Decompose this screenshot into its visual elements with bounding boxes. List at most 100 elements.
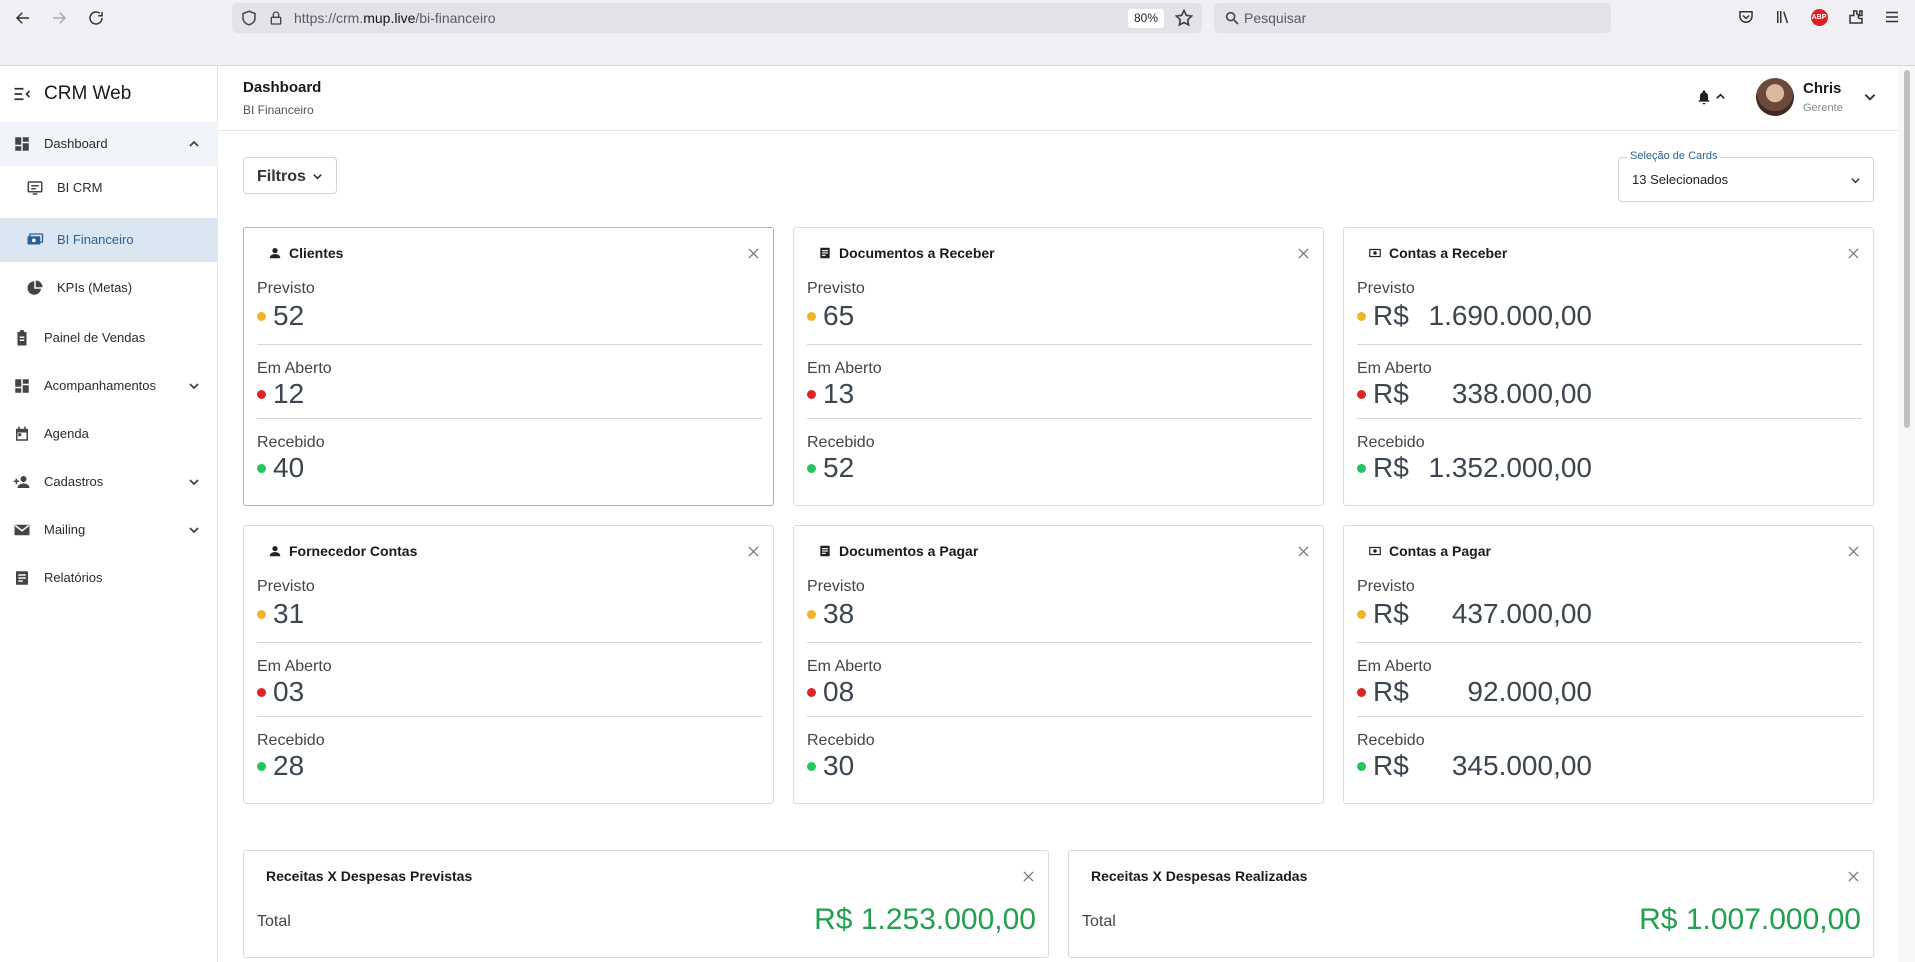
- metric-label: Em Aberto: [807, 658, 882, 675]
- close-icon[interactable]: [1298, 546, 1309, 557]
- close-icon[interactable]: [748, 546, 759, 557]
- metric-value: 03: [273, 676, 305, 707]
- close-icon[interactable]: [1848, 871, 1859, 882]
- status-dot-green: [1357, 464, 1366, 473]
- brand-title: CRM Web: [44, 83, 132, 104]
- card-title: Fornecedor Contas: [289, 543, 418, 559]
- close-icon[interactable]: [1848, 546, 1859, 557]
- metric-value: 30: [823, 750, 855, 781]
- scrollbar-thumb[interactable]: [1904, 70, 1910, 428]
- sidebar-item-agenda[interactable]: Agenda: [0, 412, 218, 456]
- metric-label: Recebido: [257, 434, 325, 451]
- divider: [807, 418, 1312, 419]
- person-icon: [269, 546, 281, 557]
- metric-value: 38: [823, 598, 855, 629]
- arrow-left-icon: [15, 12, 29, 24]
- sidebar-item-bi-financeiro[interactable]: BI Financeiro: [0, 218, 218, 262]
- metric-label: Previsto: [807, 280, 865, 297]
- metric-label: Recebido: [257, 732, 325, 749]
- chevron-down-icon: [189, 383, 199, 390]
- status-dot-green: [1357, 762, 1366, 771]
- status-dot-yellow: [807, 312, 816, 321]
- metric-value: 65: [823, 300, 855, 331]
- pocket-icon[interactable]: [1736, 7, 1756, 27]
- sidebar-item-dashboard[interactable]: Dashboard: [0, 122, 218, 166]
- extensions-icon[interactable]: [1846, 7, 1866, 27]
- sidebar-item-mailing[interactable]: Mailing: [0, 508, 218, 552]
- sidebar-item-label: Dashboard: [44, 136, 108, 151]
- status-dot-red: [257, 390, 266, 399]
- card-fornecedor-contas[interactable]: Fornecedor Contas Previsto 31 Em Aberto …: [243, 525, 774, 804]
- total-label: Total: [1082, 913, 1116, 930]
- url-text: https://crm.mup.live/bi-financeiro: [294, 10, 496, 26]
- money-icon: [1369, 546, 1381, 556]
- status-dot-red: [807, 390, 816, 399]
- metric-value: 31: [273, 598, 305, 629]
- currency-symbol: R$: [1373, 378, 1409, 409]
- back-button[interactable]: [11, 6, 35, 30]
- status-dot-yellow: [807, 610, 816, 619]
- chevron-down-icon[interactable]: [1863, 90, 1877, 104]
- sidebar-item-acompanhamentos[interactable]: Acompanhamentos: [0, 364, 218, 408]
- close-icon[interactable]: [1848, 248, 1859, 259]
- forward-button[interactable]: [47, 6, 71, 30]
- metric-value: 92.000,00: [1467, 676, 1592, 707]
- status-dot-red: [807, 688, 816, 697]
- card-receitas-despesas-realizadas[interactable]: Receitas X Despesas Realizadas Total R$ …: [1068, 850, 1874, 958]
- url-bar[interactable]: https://crm.mup.live/bi-financeiro 80%: [232, 3, 1202, 33]
- close-icon[interactable]: [1298, 248, 1309, 259]
- adblock-icon[interactable]: ABP: [1809, 7, 1829, 27]
- hamburger-menu-icon[interactable]: [1882, 7, 1902, 27]
- total-value: R$ 1.007.000,00: [1639, 903, 1861, 936]
- dashboard-icon: [15, 379, 29, 393]
- sidebar-item-painel-vendas[interactable]: Painel de Vendas: [0, 316, 218, 360]
- card-selection-select[interactable]: Seleção de Cards 13 Selecionados: [1618, 150, 1874, 202]
- currency-symbol: R$: [1373, 676, 1409, 707]
- divider: [807, 344, 1312, 345]
- metric-label: Recebido: [807, 434, 875, 451]
- status-dot-yellow: [257, 610, 266, 619]
- page-header: Dashboard BI Financeiro Chris Gerente: [218, 66, 1898, 131]
- card-clientes[interactable]: Clientes Previsto 52 Em Aberto 12 Recebi…: [243, 227, 774, 506]
- chevron-down-icon: [313, 174, 322, 180]
- browser-toolbar: https://crm.mup.live/bi-financeiro 80% P…: [0, 0, 1915, 66]
- card-contas-pagar[interactable]: Contas a Pagar Previsto R$ 437.000,00 Em…: [1343, 525, 1874, 804]
- star-icon[interactable]: [1174, 8, 1194, 28]
- sidebar-item-cadastros[interactable]: Cadastros: [0, 460, 218, 504]
- chevron-down-icon: [1851, 178, 1860, 184]
- status-dot-yellow: [257, 312, 266, 321]
- card-documentos-receber[interactable]: Documentos a Receber Previsto 65 Em Aber…: [793, 227, 1324, 506]
- metric-value: 1.352.000,00: [1428, 452, 1593, 483]
- bell-icon[interactable]: [1696, 88, 1712, 106]
- money-icon: [27, 233, 44, 245]
- scrollbar-track[interactable]: [1898, 66, 1915, 962]
- chevron-up-icon[interactable]: [1715, 91, 1726, 102]
- close-icon[interactable]: [748, 248, 759, 259]
- filters-button[interactable]: Filtros: [243, 157, 337, 194]
- zoom-level[interactable]: 80%: [1127, 9, 1164, 28]
- status-dot-green: [807, 762, 816, 771]
- card-contas-receber[interactable]: Contas a Receber Previsto R$ 1.690.000,0…: [1343, 227, 1874, 506]
- sidebar-item-relatorios[interactable]: Relatórios: [0, 556, 218, 600]
- sidebar-item-kpis[interactable]: KPIs (Metas): [0, 266, 218, 310]
- reload-button[interactable]: [84, 6, 108, 30]
- sidebar-item-bi-crm[interactable]: BI CRM: [0, 166, 218, 210]
- card-documentos-pagar[interactable]: Documentos a Pagar Previsto 38 Em Aberto…: [793, 525, 1324, 804]
- status-dot-green: [257, 464, 266, 473]
- add-person-icon: [13, 476, 30, 488]
- close-icon[interactable]: [1023, 871, 1034, 882]
- chevron-down-icon: [189, 479, 199, 486]
- sidebar-brand: CRM Web: [0, 66, 218, 122]
- calendar-icon: [16, 426, 28, 441]
- dashboard-icon: [15, 137, 29, 151]
- avatar[interactable]: [1756, 78, 1794, 116]
- card-selection-label: Seleção de Cards: [1627, 150, 1721, 162]
- metric-value: 12: [273, 378, 305, 409]
- divider: [257, 418, 762, 419]
- metric-value: 13: [823, 378, 855, 409]
- library-icon[interactable]: [1773, 7, 1793, 27]
- sidebar: CRM Web Dashboard BI CRM BI Financeiro K…: [0, 66, 218, 962]
- browser-search[interactable]: Pesquisar: [1214, 3, 1611, 33]
- collapse-menu-icon[interactable]: [13, 86, 31, 102]
- card-receitas-despesas-previstas[interactable]: Receitas X Despesas Previstas Total R$ 1…: [243, 850, 1049, 958]
